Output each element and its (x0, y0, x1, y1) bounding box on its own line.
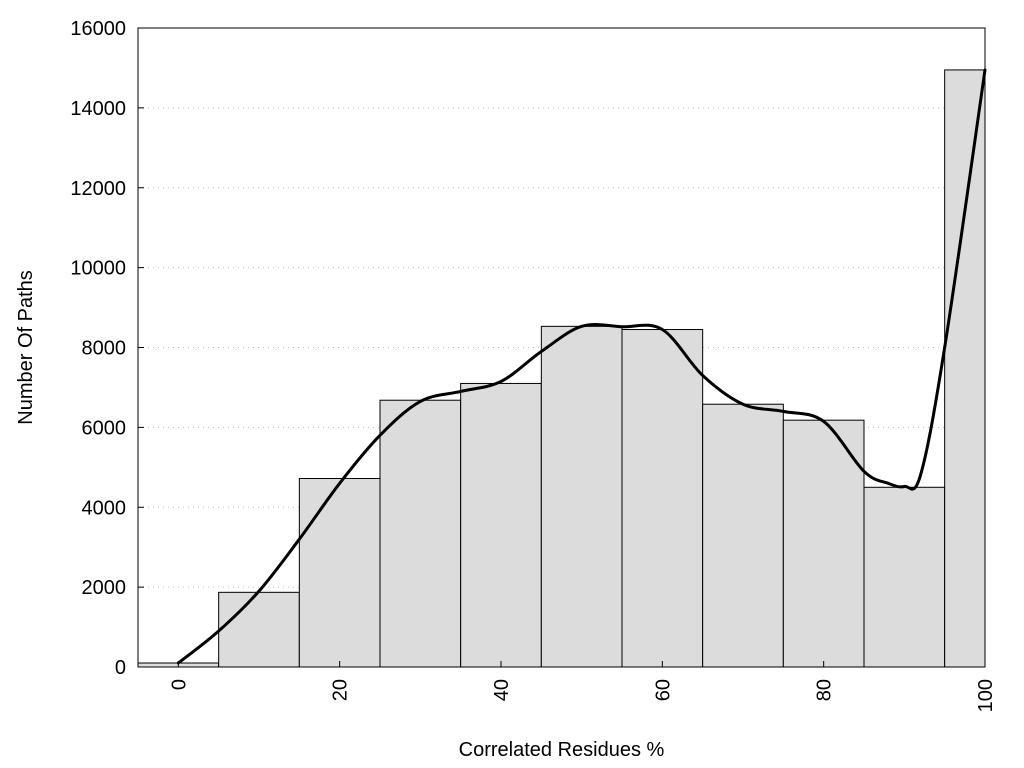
y-tick-label: 10000 (70, 258, 126, 280)
bar (621, 329, 704, 668)
y-axis: 0 2000 4000 6000 8000 10000 12000 14000 16000 (70, 18, 144, 679)
x-axis-title: Correlated Residues % (459, 739, 665, 761)
y-tick-label: 14000 (70, 98, 126, 120)
bar (863, 486, 946, 668)
bar (540, 325, 623, 668)
x-axis: 0 20 40 60 80 100 (168, 661, 997, 712)
bars (137, 69, 986, 668)
y-tick-label: 4000 (82, 497, 127, 519)
smooth-curve-line (176, 68, 987, 665)
bar (702, 403, 784, 668)
x-tick-label: 40 (491, 679, 513, 701)
bar (944, 69, 986, 668)
x-tick-label: 100 (975, 679, 997, 712)
y-tick-label: 0 (115, 657, 126, 679)
bar (298, 477, 381, 668)
x-tick-label: 20 (330, 679, 352, 701)
x-tick-label: 60 (652, 679, 674, 701)
y-axis-title: Number Of Paths (15, 270, 37, 425)
y-tick-label: 6000 (82, 417, 127, 439)
bar (460, 382, 542, 668)
bar (218, 591, 300, 668)
x-tick-label: 80 (814, 679, 836, 701)
y-tick-label: 8000 (82, 338, 127, 360)
smooth-curve (176, 68, 987, 665)
bar (379, 399, 462, 668)
bar (782, 419, 865, 668)
y-tick-label: 2000 (82, 577, 127, 599)
y-tick-label: 12000 (70, 178, 126, 200)
y-tick-label: 16000 (70, 18, 126, 40)
x-tick-label: 0 (168, 679, 190, 690)
